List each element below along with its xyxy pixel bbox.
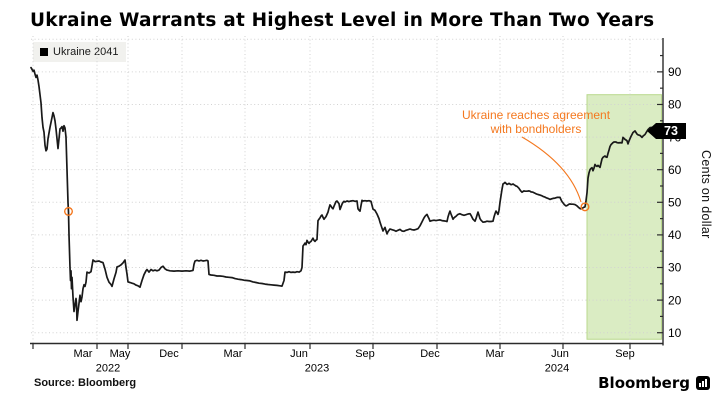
page-title: Ukraine Warrants at Highest Level in Mor… [30,10,655,31]
bloomberg-logo: Bloomberg [598,374,710,392]
y-tick-label: 50 [668,195,682,209]
annotation-line2: with bondholders [490,121,582,136]
x-tick-label: Dec [159,348,179,360]
bloomberg-wordmark: Bloomberg [598,374,690,392]
series-line [30,66,654,322]
y-tick-label: 30 [668,261,682,275]
y-tick-label: 90 [668,65,682,79]
legend-swatch-icon [40,48,48,56]
event-marker-circle [580,202,590,212]
event-marker-circle [63,206,73,216]
x-tick-label: Mar [74,348,93,360]
legend: Ukraine 2041 [33,42,127,62]
y-tick-label: 40 [668,228,682,242]
x-tick-label: Sep [355,348,375,360]
x-tick-label: Jun [551,348,569,360]
x-year-label: 2022 [96,363,120,375]
x-tick-label: Mar [486,348,505,360]
y-tick-label: 20 [668,293,682,307]
annotation-arrow [521,136,582,203]
annotation-line1: Ukraine reaches agreement [461,108,611,122]
source-note: Source: Bloomberg [34,377,137,389]
badge-value: 73 [656,123,686,139]
x-tick-label: Jun [290,348,308,360]
y-tick-label: 60 [668,163,682,177]
last-price-badge: 73 [647,123,686,139]
x-tick-label: Mar [224,348,243,360]
legend-label: Ukraine 2041 [53,46,119,58]
x-tick-label: Dec [420,348,440,360]
x-tick-label: Sep [615,348,635,360]
annotation-callout: Ukraine reaches agreement with bondholde… [421,108,651,136]
x-year-label: 2024 [545,363,569,375]
y-axis-title: Cents on dollar [699,150,713,239]
x-year-label: 2023 [305,363,329,375]
badge-arrow-icon [647,123,656,139]
y-tick-label: 80 [668,98,682,112]
x-tick-label: May [110,348,131,360]
bloomberg-chart-icon [696,376,710,390]
y-tick-label: 10 [668,326,682,340]
